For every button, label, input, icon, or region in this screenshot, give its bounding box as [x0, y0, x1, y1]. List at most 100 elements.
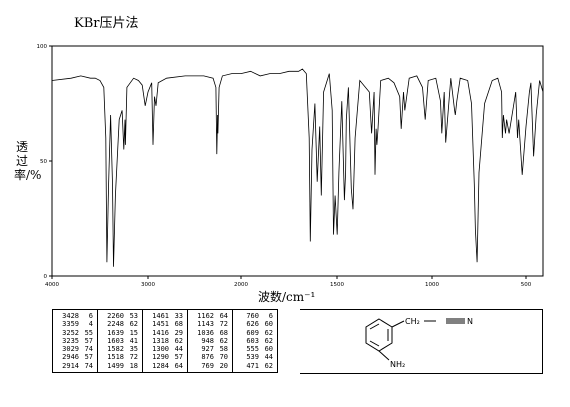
peak-wavenumber: 555 [246, 345, 259, 354]
peak-entry: 1518 72 [102, 353, 138, 361]
peak-transmittance: 6 [88, 312, 93, 320]
peak-wavenumber: 948 [201, 336, 214, 345]
peak-column: 1461 33 1451 68 1416 29 1318 62 1300 44 1290 57 1284… [142, 309, 188, 373]
x-tick-label: 3000 [141, 282, 155, 288]
peak-wavenumber: 1036 [197, 328, 214, 337]
peak-transmittance: 72 [129, 353, 138, 362]
peak-transmittance: 41 [129, 336, 138, 345]
peak-wavenumber: 1318 [152, 336, 169, 345]
peak-entry: 3235 57 [57, 337, 93, 345]
peak-transmittance: 57 [174, 353, 183, 362]
peak-wavenumber: 760 [246, 312, 259, 320]
peak-wavenumber: 1143 [197, 320, 214, 329]
peak-wavenumber: 2914 [62, 361, 79, 370]
peak-transmittance: 72 [219, 320, 228, 329]
ir-spectrum-chart: 4000 3000 2000 1500 1000 500 0 50 100 [37, 44, 544, 288]
peak-wavenumber: 471 [246, 361, 259, 370]
peak-wavenumber: 1639 [107, 328, 124, 337]
x-tick-label: 2000 [234, 282, 248, 288]
x-axis-label: 波数/cm⁻¹ [258, 290, 316, 304]
peak-wavenumber: 1284 [152, 361, 169, 370]
plot-frame [51, 45, 544, 277]
peak-entry: 1036 68 [192, 329, 228, 337]
peak-wavenumber: 927 [201, 345, 214, 354]
peak-wavenumber: 3252 [62, 328, 79, 337]
peak-wavenumber: 3235 [62, 336, 79, 345]
peak-transmittance: 60 [264, 320, 273, 329]
peak-transmittance: 74 [84, 361, 93, 370]
peak-transmittance: 58 [219, 345, 228, 354]
nitrogen-label: N [467, 317, 473, 326]
peak-entry: 626 60 [237, 320, 273, 328]
peak-table: 3428 6 3359 4 3252 55 3235 57 3029 74 2946 57 2914 74… [52, 309, 278, 374]
structure-panel: CH₂ N NH₂ [300, 309, 543, 374]
peak-wavenumber: 3359 [62, 320, 79, 329]
peak-entry: 539 44 [237, 353, 273, 361]
peak-wavenumber: 626 [246, 320, 259, 329]
peak-entry: 471 62 [237, 362, 273, 370]
peak-entry: 1461 33 [147, 312, 183, 320]
peak-wavenumber: 1461 [152, 312, 169, 320]
peak-entry: 3029 74 [57, 345, 93, 353]
peak-entry: 760 6 [237, 312, 273, 320]
peak-wavenumber: 1416 [152, 328, 169, 337]
peak-transmittance: 64 [219, 312, 228, 320]
peak-transmittance: 35 [129, 345, 138, 354]
peak-entry: 769 20 [192, 362, 228, 370]
peak-entry: 1603 41 [102, 337, 138, 345]
peak-transmittance: 53 [129, 312, 138, 320]
peak-entry: 2248 62 [102, 320, 138, 328]
peak-transmittance: 62 [264, 361, 273, 370]
peak-wavenumber: 2260 [107, 312, 124, 320]
peak-entry: 1582 35 [102, 345, 138, 353]
peak-entry: 1300 44 [147, 345, 183, 353]
peak-wavenumber: 2248 [107, 320, 124, 329]
peak-transmittance: 62 [264, 336, 273, 345]
peak-wavenumber: 876 [201, 353, 214, 362]
peak-transmittance: 62 [219, 336, 228, 345]
peak-wavenumber: 1300 [152, 345, 169, 354]
peak-entry: 2260 53 [102, 312, 138, 320]
y-tick-label: 100 [37, 44, 48, 50]
peak-transmittance: 15 [129, 328, 138, 337]
peak-wavenumber: 1518 [107, 353, 124, 362]
peak-transmittance: 62 [129, 320, 138, 329]
peak-transmittance: 18 [129, 361, 138, 370]
x-tick-label: 1500 [330, 282, 344, 288]
x-tick-label: 4000 [45, 282, 59, 288]
peak-entry: 1143 72 [192, 320, 228, 328]
peak-entry: 948 62 [192, 337, 228, 345]
peak-wavenumber: 609 [246, 328, 259, 337]
method-title: KBr压片法 [74, 16, 139, 31]
peak-transmittance: 20 [219, 361, 228, 370]
peak-transmittance: 44 [174, 345, 183, 354]
x-tick-label: 500 [521, 282, 532, 288]
y-tick-label: 0 [44, 274, 48, 280]
peak-entry: 3359 4 [57, 320, 93, 328]
peak-transmittance: 64 [174, 361, 183, 370]
peak-column: 1162 64 1143 72 1036 68 948 62 927 58 876 70 769 20 [187, 309, 233, 373]
peak-entry: 609 62 [237, 329, 273, 337]
peak-transmittance: 33 [174, 312, 183, 320]
peak-entry: 876 70 [192, 353, 228, 361]
ch2-label: CH₂ [405, 317, 420, 326]
peak-transmittance: 55 [84, 328, 93, 337]
peak-transmittance: 57 [84, 336, 93, 345]
peak-transmittance: 68 [219, 328, 228, 337]
peak-entry: 927 58 [192, 345, 228, 353]
y-tick-label: 50 [40, 159, 47, 165]
y-axis-label: 透过率/% [14, 140, 42, 182]
peak-transmittance: 29 [174, 328, 183, 337]
peak-wavenumber: 1582 [107, 345, 124, 354]
peak-wavenumber: 2946 [62, 353, 79, 362]
peak-entry: 1318 62 [147, 337, 183, 345]
peak-transmittance: 74 [84, 345, 93, 354]
peak-column: 2260 53 2248 62 1639 15 1603 41 1582 35 1518 72 1499… [97, 309, 143, 373]
peak-transmittance: 44 [264, 353, 273, 362]
peak-entry: 3428 6 [57, 312, 93, 320]
peak-wavenumber: 1290 [152, 353, 169, 362]
peak-transmittance: 60 [264, 345, 273, 354]
peak-wavenumber: 539 [246, 353, 259, 362]
nh2-label: NH₂ [390, 360, 405, 369]
peak-entry: 2946 57 [57, 353, 93, 361]
